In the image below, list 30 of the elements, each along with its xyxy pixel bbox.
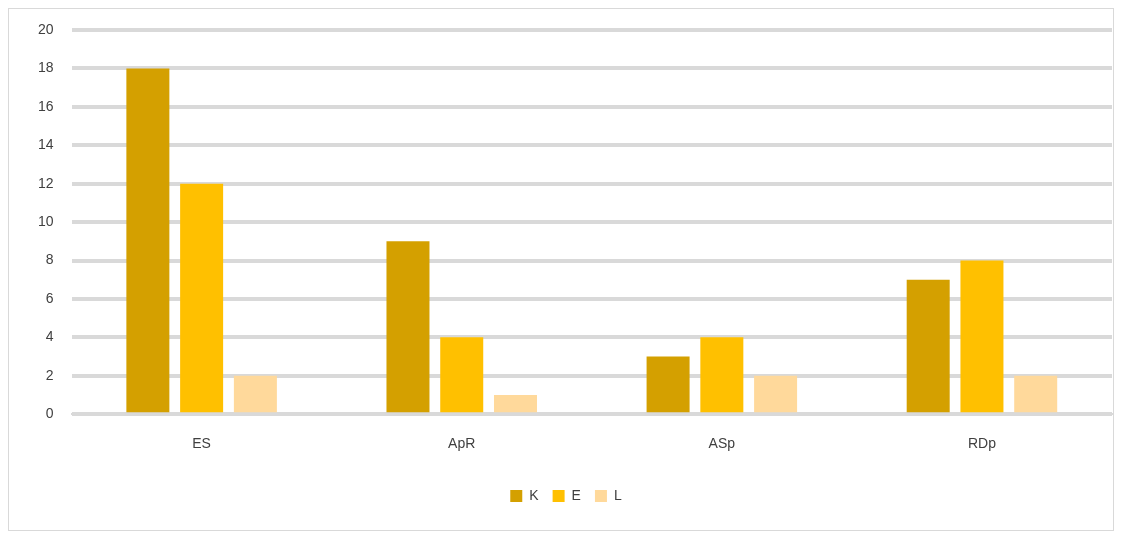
y-tick-label: 6 [45,289,54,306]
y-tick-label: 16 [37,97,54,114]
y-tick-label: 14 [37,136,54,153]
x-tick-label: RDp [967,435,997,452]
bar [386,241,430,413]
y-tick-label: 0 [45,405,54,422]
bar [1014,375,1058,413]
x-tick-label: ES [192,435,211,452]
legend-label: K [529,486,540,503]
y-tick-label: 4 [45,328,54,345]
bar [233,375,277,413]
bar [180,183,224,413]
bar [906,279,950,413]
y-tick-label: 20 [37,20,54,37]
bar [960,260,1004,413]
x-tick-label: ApR [448,435,476,452]
bar [754,375,798,413]
y-tick-label: 10 [37,212,54,229]
bar [440,337,484,413]
x-tick-label: ASp [708,435,736,452]
y-tick-label: 8 [45,251,54,268]
bar [493,394,537,413]
bar [126,68,170,413]
y-tick-label: 18 [37,59,54,76]
bar [700,337,744,413]
y-tick-label: 2 [45,366,54,383]
y-tick-label: 12 [37,174,54,191]
legend-label: L [613,486,622,503]
bar [646,356,690,413]
legend-label: E [571,486,581,503]
